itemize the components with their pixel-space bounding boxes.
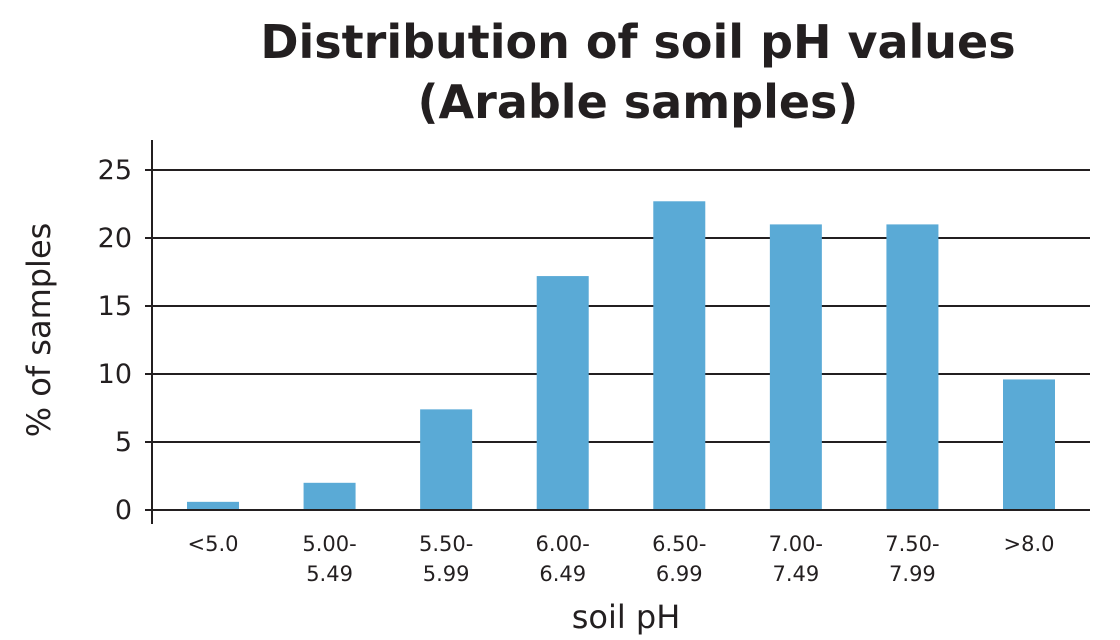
y-tick-label: 15 [98,291,132,322]
x-category-label: 7.99 [889,562,936,586]
x-category-label: 5.50- [419,532,473,556]
chart-title-line-2: (Arable samples) [418,75,859,129]
y-tick-label: 20 [98,223,132,254]
x-category-label: 5.49 [306,562,353,586]
x-category-label: 6.50- [652,532,706,556]
y-tick-label: 5 [115,427,132,458]
y-tick-label: 10 [98,359,132,390]
x-category-label: 5.00- [302,532,356,556]
x-category-label: 6.00- [536,532,590,556]
x-category-label: 7.50- [885,532,939,556]
chart-title-line-1: Distribution of soil pH values [260,15,1015,69]
bars [187,201,1055,510]
x-category-labels: <5.0 5.00- 5.49 5.50- 5.99 6.00- 6.49 6.50- 6.99… [188,532,1055,586]
bar [886,224,939,510]
x-category-label: >8.0 [1004,532,1055,556]
bar [769,224,822,510]
bar [420,409,473,510]
bar [187,501,239,510]
x-category-label: 7.49 [772,562,819,586]
x-category-label: <5.0 [188,532,239,556]
x-category-label: 6.99 [656,562,703,586]
y-axis-title: % of samples [20,223,58,438]
bar [303,482,356,510]
bar [536,276,589,510]
y-tick-label: 25 [98,155,132,186]
x-category-label: 7.00- [769,532,823,556]
gridlines [145,169,1090,443]
y-tick-labels: 0 5 10 15 20 25 [98,155,132,526]
bar [653,201,706,510]
x-category-label: 5.99 [423,562,470,586]
y-tick-label: 0 [115,495,132,526]
bar [1003,379,1055,510]
x-axis-title: soil pH [572,598,681,636]
x-category-label: 6.49 [539,562,586,586]
